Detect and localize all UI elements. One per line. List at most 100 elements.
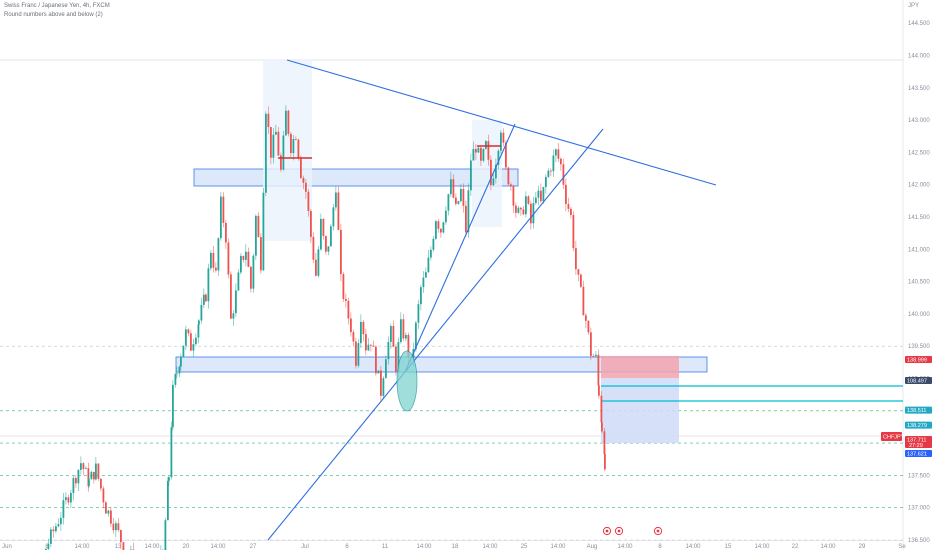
candle-body [420, 287, 422, 305]
candle-body [365, 334, 367, 351]
candle-body [604, 453, 606, 470]
candle-body [377, 370, 380, 374]
candle-body [65, 497, 67, 501]
price-tag-last[interactable] [905, 436, 932, 448]
candle-body [227, 242, 230, 275]
highlight-ellipse[interactable] [396, 350, 418, 412]
x-tick-label: 20 [183, 544, 190, 550]
candle-body [380, 370, 382, 396]
x-tick-label: 13 [115, 544, 122, 550]
x-tick-label: 29 [859, 544, 866, 550]
candle-body [597, 354, 600, 386]
candle-body [442, 222, 445, 233]
candle-body [327, 246, 330, 252]
price-tag-blue[interactable] [905, 450, 932, 457]
candle-body [395, 346, 397, 372]
x-tick-label: 6 [345, 544, 349, 550]
candle-body [317, 249, 320, 276]
y-tick-label: 144.000 [908, 54, 930, 60]
candle-body [425, 272, 427, 278]
candle-body [305, 182, 307, 192]
candle-body [110, 510, 112, 524]
candle-body [502, 132, 505, 143]
price-tag-navy[interactable] [905, 377, 932, 384]
candle-body [522, 209, 525, 215]
y-tick-label: 137.000 [908, 506, 930, 512]
candle-body [203, 294, 205, 305]
candle-body [77, 469, 80, 484]
candle-body [520, 207, 522, 210]
candle-body [345, 298, 347, 301]
candle-body [320, 218, 322, 250]
x-tick-label: Se [898, 544, 906, 550]
x-tick-label: 27 [250, 544, 257, 550]
candle-body [510, 184, 512, 187]
candle-body [337, 192, 340, 230]
take-profit-zone[interactable] [601, 378, 679, 443]
candle-body [122, 542, 125, 550]
price-tag-label: 138.999 [907, 357, 927, 363]
candle-body [265, 113, 267, 193]
candle-body [80, 463, 82, 470]
candle-body [335, 192, 337, 208]
candle-body [462, 188, 465, 206]
indicator-legend[interactable]: Round numbers above and below (2) [4, 12, 103, 18]
stop-loss-zone[interactable] [601, 356, 679, 378]
candle-body [280, 155, 282, 170]
candle-body [178, 366, 181, 374]
candle-body [382, 378, 385, 396]
descending-trendline[interactable] [286, 59, 717, 186]
candle-body [225, 222, 227, 243]
candle-body [385, 359, 387, 379]
candle-body [580, 274, 582, 287]
candle-body [500, 132, 502, 151]
price-tag-teal[interactable] [905, 406, 932, 414]
candle-body [217, 238, 220, 271]
candle-body [517, 207, 520, 213]
candle-body [362, 321, 365, 335]
candle-body [112, 523, 115, 531]
y-tick-label: 139.500 [908, 344, 930, 350]
candle-body [195, 337, 197, 345]
candle-body [255, 215, 257, 256]
price-tag-label: 108.497 [907, 378, 927, 384]
candle-body [392, 326, 395, 347]
resistance-zone[interactable] [193, 168, 519, 187]
candle-body [370, 344, 372, 346]
candle-body [237, 272, 240, 291]
price-tag-teal[interactable] [905, 421, 932, 429]
candle-body [197, 324, 200, 338]
economic-event-icon-dot [605, 529, 609, 533]
candle-body [60, 517, 62, 525]
candle-body [560, 158, 562, 165]
candle-body [575, 248, 577, 270]
price-tag-stop[interactable] [905, 356, 932, 363]
candle-body [192, 344, 195, 351]
candle-body [302, 178, 305, 183]
candle-body [62, 500, 65, 518]
ascending-trendline-long[interactable] [267, 128, 604, 541]
candle-body [540, 190, 542, 202]
candle-body [430, 249, 432, 258]
candle-body [115, 523, 117, 531]
candle-body [260, 237, 262, 271]
candle-body [562, 164, 565, 185]
ascending-trendline-steep[interactable] [404, 123, 516, 373]
candle-body [72, 478, 75, 493]
x-tick-label: 14:00 [754, 544, 770, 550]
candle-body [232, 313, 235, 319]
candle-body [164, 520, 167, 550]
support-zone[interactable] [175, 356, 708, 373]
axis-currency-label: JPY [908, 3, 919, 9]
x-tick-label: Aug [587, 544, 598, 550]
candle-body [220, 196, 222, 239]
candle-body [120, 530, 122, 543]
candle-body [590, 332, 592, 357]
candle-body [170, 427, 173, 478]
candle-body [332, 207, 335, 227]
candle-body [387, 341, 390, 360]
candle-body [347, 300, 350, 319]
candle-body [435, 221, 437, 239]
candle-body [342, 274, 345, 299]
